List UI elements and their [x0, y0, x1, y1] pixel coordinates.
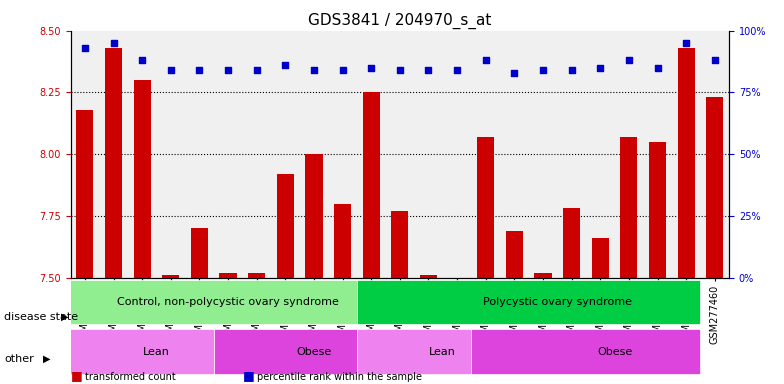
Bar — [157, 31, 185, 278]
Point — [78, 45, 91, 51]
Bar — [76, 110, 93, 278]
Text: percentile rank within the sample: percentile rank within the sample — [257, 372, 422, 382]
Point — [451, 67, 463, 73]
Bar — [214, 31, 242, 278]
Bar — [185, 31, 214, 278]
Point — [423, 67, 435, 73]
Bar — [620, 137, 637, 278]
Point — [680, 40, 692, 46]
Point — [365, 65, 377, 71]
Text: ▶: ▶ — [43, 354, 51, 364]
Bar — [706, 98, 724, 278]
Bar — [643, 31, 672, 278]
Point — [508, 70, 521, 76]
FancyBboxPatch shape — [42, 280, 357, 324]
Point — [537, 67, 550, 73]
Bar — [242, 31, 271, 278]
Bar — [328, 31, 357, 278]
Point — [652, 65, 664, 71]
Bar — [220, 273, 237, 278]
Text: Control, non-polycystic ovary syndrome: Control, non-polycystic ovary syndrome — [117, 297, 339, 307]
Point — [594, 65, 607, 71]
Bar — [105, 48, 122, 278]
Bar — [133, 80, 151, 278]
Bar — [592, 238, 609, 278]
Point — [622, 57, 635, 63]
Bar — [477, 137, 495, 278]
Bar — [677, 48, 695, 278]
Bar — [191, 228, 208, 278]
Bar — [71, 31, 100, 278]
Title: GDS3841 / 204970_s_at: GDS3841 / 204970_s_at — [308, 13, 492, 29]
Bar — [420, 275, 437, 278]
Bar — [443, 31, 471, 278]
Bar — [535, 273, 552, 278]
Bar — [471, 31, 500, 278]
Point — [136, 57, 148, 63]
Bar — [162, 275, 180, 278]
Bar — [557, 31, 586, 278]
Text: Obese: Obese — [296, 347, 332, 357]
Text: Lean: Lean — [143, 347, 170, 357]
Text: Obese: Obese — [597, 347, 632, 357]
Text: ■: ■ — [243, 369, 255, 382]
Bar — [700, 31, 729, 278]
Text: Polycystic ovary syndrome: Polycystic ovary syndrome — [483, 297, 632, 307]
Bar — [615, 31, 643, 278]
Bar — [334, 204, 351, 278]
Point — [279, 62, 292, 68]
Bar — [586, 31, 615, 278]
Point — [394, 67, 406, 73]
Bar — [128, 31, 157, 278]
Bar — [277, 174, 294, 278]
FancyBboxPatch shape — [42, 329, 214, 374]
FancyBboxPatch shape — [357, 329, 471, 374]
Bar — [649, 142, 666, 278]
Bar — [414, 31, 443, 278]
Bar — [100, 31, 128, 278]
Bar — [299, 31, 328, 278]
Point — [250, 67, 263, 73]
Point — [480, 57, 492, 63]
FancyBboxPatch shape — [214, 329, 357, 374]
Bar — [563, 209, 580, 278]
Point — [307, 67, 320, 73]
FancyBboxPatch shape — [357, 280, 700, 324]
Point — [107, 40, 120, 46]
Bar — [357, 31, 386, 278]
Text: disease state: disease state — [4, 312, 78, 322]
Text: other: other — [4, 354, 34, 364]
Point — [222, 67, 234, 73]
Point — [336, 67, 349, 73]
Text: ■: ■ — [71, 369, 82, 382]
Bar — [506, 231, 523, 278]
Text: Lean: Lean — [430, 347, 456, 357]
Point — [709, 57, 721, 63]
Text: transformed count: transformed count — [85, 372, 176, 382]
Point — [565, 67, 578, 73]
Bar — [363, 93, 379, 278]
Bar — [500, 31, 528, 278]
Bar — [391, 211, 408, 278]
Bar — [528, 31, 557, 278]
Text: ▶: ▶ — [61, 312, 69, 322]
Bar — [386, 31, 414, 278]
Point — [165, 67, 177, 73]
Bar — [271, 31, 299, 278]
Bar — [248, 273, 265, 278]
FancyBboxPatch shape — [471, 329, 700, 374]
Bar — [305, 154, 322, 278]
Point — [193, 67, 205, 73]
Bar — [672, 31, 700, 278]
